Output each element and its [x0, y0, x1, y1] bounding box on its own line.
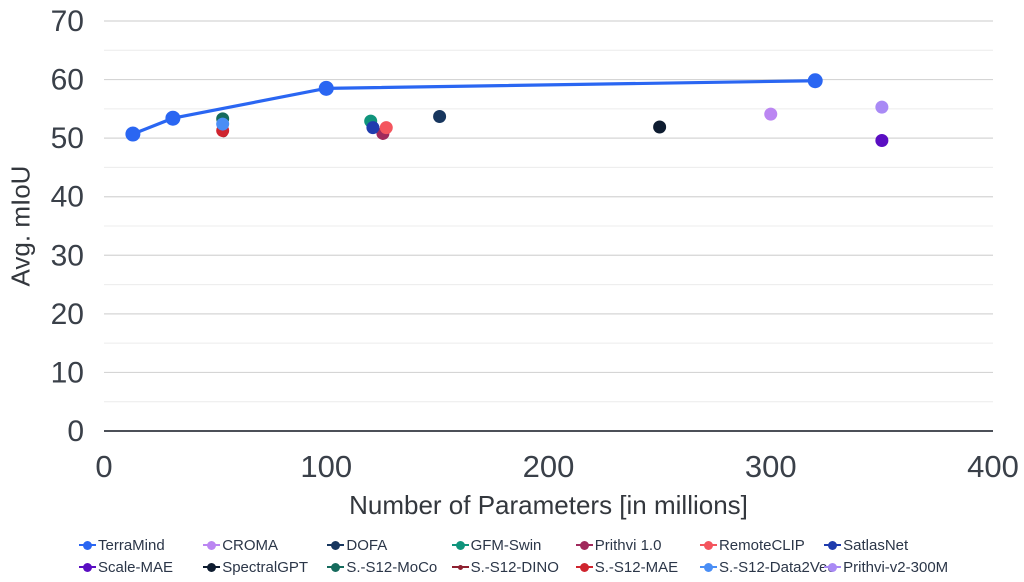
legend-label: CROMA: [222, 536, 279, 554]
s-s12-moco-marker-icon: [327, 562, 345, 572]
terramind-marker-icon: [79, 540, 96, 550]
x-tick-label-300: 300: [745, 449, 797, 484]
y-tick-label-0: 0: [67, 415, 84, 448]
legend-label: S.-S12-MoCo: [346, 558, 438, 576]
terramind-point: [807, 73, 823, 89]
spectralgpt-marker-icon: [203, 562, 221, 572]
prithvi-v2-300m-marker-icon: [824, 562, 842, 572]
terramind-line: [132, 79, 816, 136]
remoteclip-marker-icon: [699, 540, 717, 550]
y-tick-label-60: 60: [51, 64, 84, 97]
croma-point: [764, 107, 778, 121]
x-tick-label-400: 400: [967, 449, 1019, 484]
dofa-point: [433, 109, 447, 123]
plot-area: 0 10 20 30 40 50 60 70 0 100 200 300 400: [51, 5, 1019, 484]
prithvi-1-0-marker-icon: [575, 540, 593, 550]
legend: TerraMind CROMA DOFA GFM-Swin Prithvi 1.0 Rem…: [79, 534, 948, 578]
legend-label: RemoteCLIP: [718, 536, 805, 554]
prithvi-v2-300m-point: [875, 100, 889, 114]
legend-item-prithvi-v2-300m: Prithvi-v2-300M: [824, 559, 948, 576]
x-axis-title: Number of Parameters [in millions]: [349, 490, 748, 520]
s-s12-mae-marker-icon: [575, 562, 593, 572]
y-tick-label-70: 70: [51, 5, 84, 38]
satlasnet-point: [366, 121, 380, 135]
legend-item-croma: CROMA: [203, 537, 327, 554]
y-tick-label-40: 40: [51, 181, 84, 214]
x-tick-label-100: 100: [300, 449, 352, 484]
legend-item-s-s12-moco: S.-S12-MoCo: [327, 559, 451, 576]
legend-label: Scale-MAE: [98, 558, 174, 576]
legend-label: GFM-Swin: [470, 536, 542, 554]
legend-item-remoteclip: RemoteCLIP: [699, 536, 824, 554]
terramind-point: [125, 126, 141, 142]
satlasnet-marker-icon: [824, 540, 842, 550]
croma-marker-icon: [203, 540, 221, 550]
x-tick-label-0: 0: [95, 449, 112, 484]
legend-item-s-s12-mae: S.-S12-MAE: [575, 558, 700, 576]
legend-item-scale-mae: Scale-MAE: [79, 559, 203, 576]
gfm-swin-marker-icon: [451, 540, 469, 550]
dofa-marker-icon: [327, 540, 345, 550]
spectralgpt-point: [653, 120, 667, 134]
s-s12-dino-marker-icon: [451, 562, 469, 572]
legend-label: S.-S12-MAE: [594, 558, 679, 576]
legend-label: Prithvi 1.0: [594, 536, 662, 554]
legend-item-s-s12-dino: S.-S12-DINO: [451, 558, 576, 576]
legend-item-spectralgpt: SpectralGPT: [203, 559, 327, 576]
terramind-point: [165, 110, 181, 126]
y-tick-label-20: 20: [51, 298, 84, 331]
y-axis-title: Avg. mIoU: [5, 165, 36, 287]
legend-item-prithvi-1-0: Prithvi 1.0: [575, 536, 700, 554]
legend-item-terramind: TerraMind: [79, 537, 203, 554]
scale-mae-point: [875, 133, 889, 147]
legend-item-dofa: DOFA: [327, 537, 451, 554]
legend-label: TerraMind: [98, 536, 165, 554]
legend-item-satlasnet: SatlasNet: [824, 537, 948, 554]
s-s12-data2vec-marker-icon: [699, 562, 717, 572]
legend-label: SatlasNet: [843, 536, 909, 554]
legend-label: DOFA: [346, 536, 388, 554]
legend-item-gfm-swin: GFM-Swin: [451, 536, 576, 554]
legend-item-s-s12-data2vec: S.-S12-Data2Vec: [699, 559, 835, 576]
legend-label: SpectralGPT: [222, 558, 309, 576]
y-tick-label-10: 10: [51, 356, 84, 389]
x-tick-label-200: 200: [523, 449, 575, 484]
legend-label: Prithvi-v2-300M: [843, 558, 949, 576]
terramind-point: [318, 80, 334, 96]
y-tick-label-30: 30: [51, 239, 84, 272]
legend-label: S.-S12-DINO: [470, 558, 559, 576]
remoteclip-point: [379, 121, 393, 135]
y-tick-label-50: 50: [51, 122, 84, 155]
scale-mae-marker-icon: [79, 562, 96, 572]
legend-label: S.-S12-Data2Vec: [718, 558, 835, 576]
s-s12-data2vec-point: [216, 117, 230, 131]
